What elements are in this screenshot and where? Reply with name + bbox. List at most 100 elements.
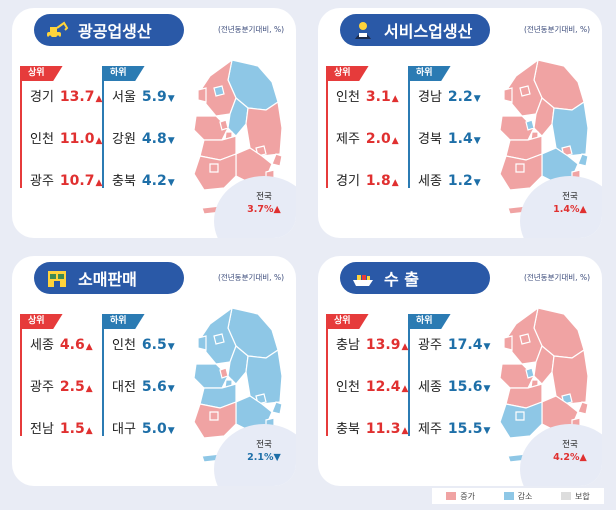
map-region-incheon <box>503 335 513 351</box>
panel-card: 광공업생산 (전년동분기대비, %) 상위 하위 경기 13.7 ▲ 인천 11.0 ▲ 광주 10.… <box>12 8 296 238</box>
map-region-incheon <box>503 87 513 103</box>
region-name: 인천 <box>336 380 360 395</box>
top-region-row: 세종 4.6 ▲ <box>30 334 93 353</box>
korea-map <box>499 58 589 215</box>
down-arrow-icon: ▼ <box>483 384 491 394</box>
region-name: 광주 <box>30 380 54 395</box>
bottom-badge: 하위 <box>408 314 451 329</box>
region-value: 13.9 <box>365 337 401 353</box>
region-value: 1.5 <box>59 421 85 437</box>
map-region-sejong <box>219 119 229 131</box>
national-value: 3.7%▲ <box>247 204 281 215</box>
bottom-region-row: 서울 5.9 ▼ <box>112 86 175 105</box>
top-column-bar <box>326 314 328 436</box>
down-arrow-icon: ▼ <box>167 426 175 436</box>
bottom-region-row: 제주 15.5 ▼ <box>418 418 490 437</box>
top-region-row: 인천 3.1 ▲ <box>336 86 399 105</box>
map-region-sejong <box>525 367 535 379</box>
region-value: 11.0 <box>59 131 95 147</box>
panel-title: 수 출 <box>340 262 490 294</box>
bottom-region-row: 광주 17.4 ▼ <box>418 334 490 353</box>
map-region-gyeongbuk <box>551 348 589 405</box>
service-worker-icon <box>350 19 376 41</box>
region-value: 6.5 <box>141 337 167 353</box>
up-arrow-icon: ▲ <box>391 94 399 104</box>
legend-item-decrease: 감소 <box>503 491 532 502</box>
up-arrow-icon: ▲ <box>391 136 399 146</box>
region-value: 17.4 <box>447 337 483 353</box>
region-value: 1.4 <box>447 131 473 147</box>
up-arrow-icon: ▲ <box>95 136 103 146</box>
bottom-region-row: 강원 4.8 ▼ <box>112 128 175 147</box>
national-value: 1.4%▲ <box>553 204 587 215</box>
national-value: 2.1%▼ <box>247 452 281 463</box>
region-name: 광주 <box>418 338 442 353</box>
down-arrow-icon: ▼ <box>473 136 481 146</box>
region-name: 제주 <box>418 422 442 437</box>
region-name: 충남 <box>336 338 360 353</box>
region-value: 4.2 <box>141 173 167 189</box>
map-region-gwangju <box>209 163 219 173</box>
map-region-seoul <box>213 85 225 97</box>
region-value: 5.9 <box>141 89 167 105</box>
region-name: 세종 <box>418 380 442 395</box>
region-name: 강원 <box>112 132 136 147</box>
region-name: 대구 <box>112 422 136 437</box>
region-name: 대전 <box>112 380 136 395</box>
bottom-region-row: 충북 4.2 ▼ <box>112 170 175 189</box>
map-region-ulsan <box>577 153 589 167</box>
panel-title-text: 서비스업생산 <box>384 22 473 41</box>
region-name: 경기 <box>336 174 360 189</box>
national-label: 전국 <box>562 192 578 202</box>
region-name: 광주 <box>30 174 54 189</box>
excavator-icon <box>44 19 70 41</box>
down-arrow-icon: ▼ <box>167 94 175 104</box>
up-arrow-icon: ▲ <box>401 426 409 436</box>
bottom-region-row: 세종 1.2 ▼ <box>418 170 481 189</box>
down-arrow-icon: ▼ <box>473 94 481 104</box>
top-region-row: 제주 2.0 ▲ <box>336 128 399 147</box>
region-name: 서울 <box>112 90 136 105</box>
region-name: 충북 <box>112 174 136 189</box>
top-region-row: 경기 13.7 ▲ <box>30 86 102 105</box>
bottom-column-bar <box>102 314 104 436</box>
bottom-region-row: 대전 5.6 ▼ <box>112 376 175 395</box>
top-region-row: 충북 11.3 ▲ <box>336 418 408 437</box>
panel-title-text: 광공업생산 <box>78 22 152 41</box>
region-name: 제주 <box>336 132 360 147</box>
map-region-incheon <box>197 335 207 351</box>
map-region-gyeongbuk <box>245 348 283 405</box>
top-badge: 상위 <box>326 66 369 81</box>
down-arrow-icon: ▼ <box>473 178 481 188</box>
map-region-gyeongbuk <box>551 100 589 157</box>
bottom-column-bar <box>408 314 410 436</box>
top-badge: 상위 <box>20 314 63 329</box>
legend-item-same: 보합 <box>560 491 590 502</box>
bottom-column-bar <box>408 66 410 188</box>
region-value: 11.3 <box>365 421 401 437</box>
panel-title-text: 소매판매 <box>78 270 137 289</box>
region-name: 경북 <box>418 132 442 147</box>
national-label: 전국 <box>562 440 578 450</box>
panel-note: (전년동분기대비, %) <box>217 25 284 34</box>
down-arrow-icon: ▼ <box>167 384 175 394</box>
panel-title: 서비스업생산 <box>340 14 490 46</box>
top-region-row: 인천 12.4 ▲ <box>336 376 408 395</box>
region-name: 세종 <box>418 174 442 189</box>
legend-swatch-same <box>560 492 571 500</box>
up-arrow-icon: ▲ <box>391 178 399 188</box>
region-value: 4.6 <box>59 337 85 353</box>
map-region-gwangju <box>515 163 525 173</box>
national-label: 전국 <box>256 440 272 450</box>
map-region-ulsan <box>577 401 589 415</box>
panel-title: 광공업생산 <box>34 14 184 46</box>
map-region-sejong <box>219 367 229 379</box>
region-name: 전남 <box>30 422 54 437</box>
map-region-ulsan <box>271 401 283 415</box>
bottom-badge: 하위 <box>408 66 451 81</box>
bottom-region-row: 대구 5.0 ▼ <box>112 418 175 437</box>
region-name: 충북 <box>336 422 360 437</box>
up-arrow-icon: ▲ <box>95 178 103 188</box>
up-arrow-icon: ▲ <box>401 342 409 352</box>
top-column-bar <box>20 314 22 436</box>
